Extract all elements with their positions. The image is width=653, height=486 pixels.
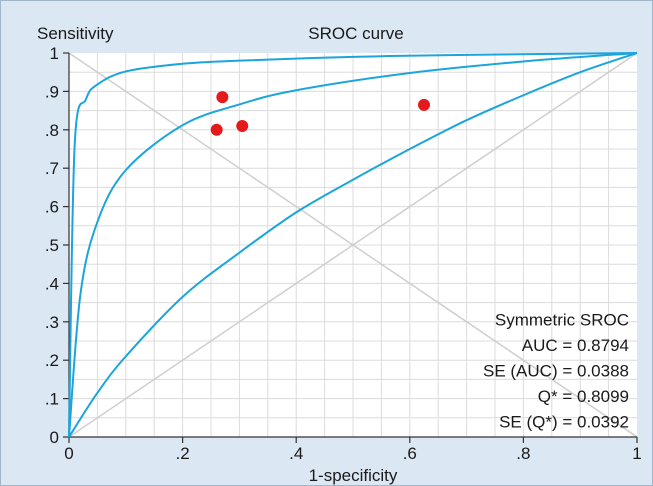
y-tick-label: .6: [45, 198, 59, 217]
study-point: [216, 91, 229, 104]
x-tick-label: .2: [176, 444, 190, 463]
reference-diagonal: [68, 52, 638, 438]
y-tick-label: 0: [50, 428, 59, 447]
y-tick-label: .9: [45, 82, 59, 101]
y-tick-label: .8: [45, 121, 59, 140]
y-tick-label: .5: [45, 236, 59, 255]
y-tick-label: .7: [45, 159, 59, 178]
x-tick-label: .4: [289, 444, 303, 463]
y-tick-label: .2: [45, 351, 59, 370]
study-point: [236, 119, 249, 132]
x-tick-label: 1: [632, 444, 641, 463]
y-tick-label: .4: [45, 274, 59, 293]
x-tick-label: .6: [403, 444, 417, 463]
annotation-text: Q* = 0.8099: [538, 387, 629, 406]
x-tick-label: 0: [64, 444, 73, 463]
annotation-text: SE (AUC) = 0.0388: [483, 362, 629, 381]
x-axis-title: 1-specificity: [309, 466, 398, 485]
sroc-curve-line: [68, 52, 638, 438]
y-tick-label: .3: [45, 313, 59, 332]
annotation-text: AUC = 0.8794: [522, 336, 629, 355]
study-point: [210, 123, 223, 136]
y-axis-title: Sensitivity: [37, 24, 114, 43]
sroc-curve-line: [68, 52, 638, 438]
x-tick-label: .8: [516, 444, 530, 463]
annotation-text: Symmetric SROC: [495, 311, 629, 330]
sroc-curve-line: [68, 52, 638, 438]
annotation-text: SE (Q*) = 0.0392: [499, 413, 629, 432]
y-tick-label: .1: [45, 390, 59, 409]
chart-title: SROC curve: [308, 24, 403, 43]
study-point: [418, 98, 430, 111]
y-tick-label: 1: [50, 44, 59, 63]
